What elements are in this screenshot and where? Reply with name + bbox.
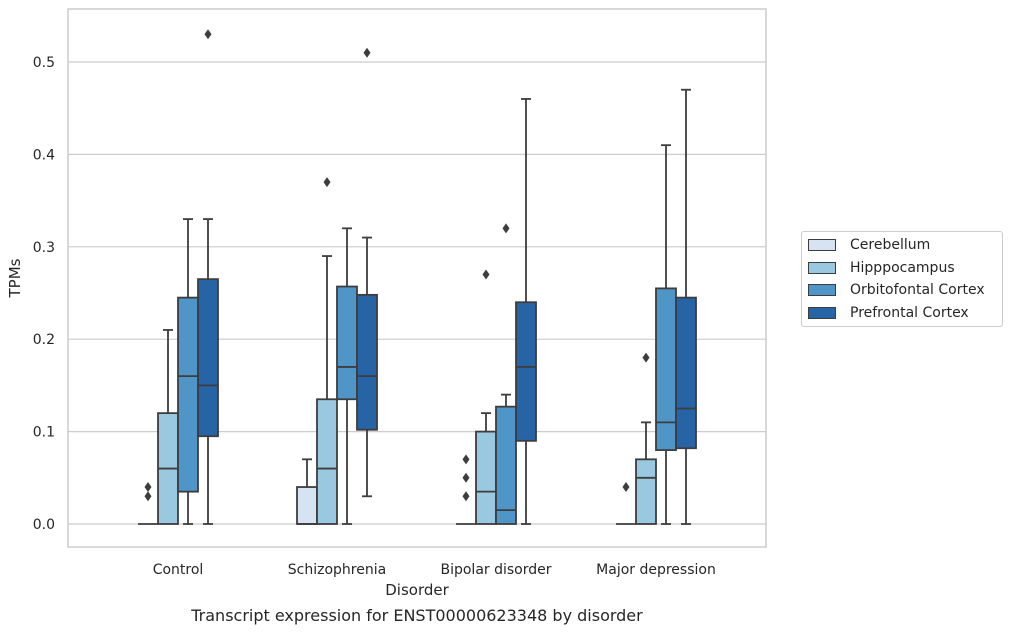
legend-label-hippocampus: Hipppocampus: [850, 260, 955, 276]
outlier-point: [622, 482, 630, 493]
outlier-point: [642, 352, 650, 363]
box-body: [197, 278, 219, 438]
outlier-group: [462, 454, 470, 502]
outlier-point: [144, 482, 152, 493]
outlier-group: [622, 482, 630, 493]
legend-label-cerebellum: Cerebellum: [850, 237, 931, 253]
box-group: [197, 29, 219, 525]
y-tick-labels: 0.0 0.1 0.2 0.3 0.4 0.5: [33, 55, 55, 533]
y-tick-label: 0.5: [33, 55, 55, 71]
outlier-group: [482, 269, 490, 280]
box-group: [655, 144, 677, 525]
legend-item-cerebellum: Cerebellum: [808, 234, 930, 256]
y-tick-label: 0.1: [33, 425, 55, 441]
legend: Cerebellum Hipppocampus Orbitofontal Cor…: [801, 231, 1003, 327]
box-group: [157, 329, 179, 525]
plot-frame: [67, 8, 767, 548]
legend-swatch-cerebellum: [808, 239, 836, 251]
x-tick-label: Major depression: [596, 562, 716, 578]
box-group: [177, 218, 199, 525]
outlier-group: [502, 223, 510, 234]
box-body: [655, 287, 677, 451]
outlier-point: [363, 47, 371, 58]
box-group: [675, 88, 697, 525]
y-tick-label: 0.2: [33, 332, 55, 348]
box-group: [316, 177, 338, 525]
box-body: [635, 458, 657, 525]
box-body: [495, 405, 517, 525]
legend-item-orbitofrontal: Orbitofontal Cortex: [808, 279, 985, 301]
outlier-point: [462, 454, 470, 465]
chart-caption: Transcript expression for ENST0000062334…: [191, 606, 643, 625]
box-body: [177, 296, 199, 493]
box-body: [316, 398, 338, 525]
box-group: [356, 47, 378, 498]
outlier-point: [204, 29, 212, 40]
x-axis-label: Disorder: [385, 581, 449, 599]
box-body: [475, 430, 497, 525]
y-tick-label: 0.3: [33, 240, 55, 256]
outlier-point: [502, 223, 510, 234]
box-body: [336, 285, 358, 401]
legend-item-prefrontal: Prefrontal Cortex: [808, 302, 969, 324]
box-group: [495, 393, 517, 525]
y-axis-label: TPMs: [6, 258, 24, 298]
x-tick-label: Control: [153, 562, 204, 578]
box-body: [515, 301, 537, 442]
legend-label-prefrontal: Prefrontal Cortex: [850, 305, 969, 321]
box-body: [296, 486, 318, 525]
outlier-group: [144, 482, 152, 502]
legend-swatch-orbitofrontal: [808, 284, 836, 296]
y-tick-label: 0.4: [33, 147, 55, 163]
legend-label-orbitofrontal: Orbitofontal Cortex: [850, 282, 985, 298]
box-group: [635, 352, 657, 525]
box-group: [515, 98, 537, 525]
x-tick-label: Schizophrenia: [288, 562, 386, 578]
box-group: [336, 227, 358, 525]
legend-item-hippocampus: Hipppocampus: [808, 257, 955, 279]
outlier-point: [462, 491, 470, 502]
x-tick-label: Bipolar disorder: [440, 562, 551, 578]
outlier-point: [323, 177, 331, 188]
x-tick-labels: Control Schizophrenia Bipolar disorder Majo…: [153, 562, 716, 578]
box-plot-boxes: [138, 29, 697, 525]
box-body: [356, 293, 378, 431]
y-tick-label: 0.0: [33, 517, 55, 533]
outlier-point: [462, 472, 470, 483]
outlier-point: [482, 269, 490, 280]
legend-swatch-prefrontal: [808, 307, 836, 319]
box-group: [475, 412, 497, 525]
legend-swatch-hippocampus: [808, 262, 836, 274]
box-body: [675, 296, 697, 450]
box-group: [296, 458, 318, 525]
outlier-point: [144, 491, 152, 502]
